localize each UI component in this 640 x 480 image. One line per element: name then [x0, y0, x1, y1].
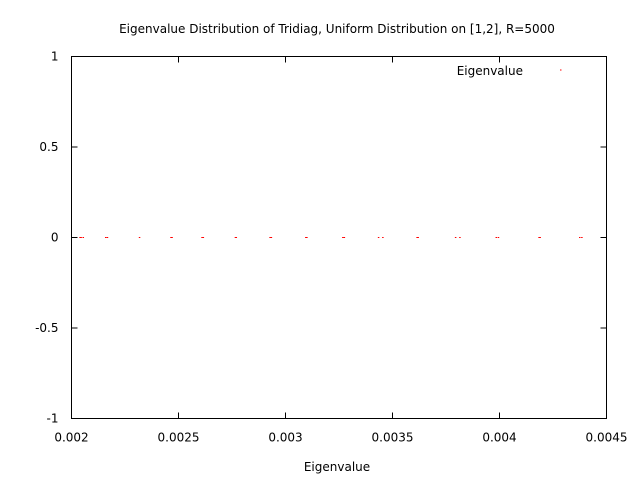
data-point: [171, 237, 173, 238]
data-point: [270, 237, 273, 238]
data-point: [234, 237, 237, 238]
data-point: [581, 237, 583, 238]
data-point: [306, 237, 308, 238]
data-point: [79, 237, 81, 238]
data-point: [170, 237, 172, 238]
data-point: [495, 237, 498, 238]
y-tick-label: -0.5: [35, 321, 58, 335]
x-tick-label: 0.0045: [586, 431, 628, 445]
data-point: [201, 237, 203, 238]
y-tick-label: 1: [51, 50, 59, 64]
data-point: [202, 237, 205, 238]
y-tick-label: 0.5: [39, 140, 58, 154]
x-axis-label: Eigenvalue: [304, 460, 370, 474]
legend-label: Eigenvalue: [457, 64, 523, 78]
data-point: [80, 237, 82, 238]
data-point: [104, 237, 107, 238]
data-point: [416, 237, 418, 238]
data-point: [539, 237, 541, 238]
data-point: [269, 237, 271, 238]
x-tick-label: 0.004: [482, 431, 516, 445]
data-points: [79, 237, 583, 238]
data-point: [377, 237, 380, 238]
data-point: [538, 237, 540, 238]
data-point: [417, 237, 419, 238]
x-tick-label: 0.003: [268, 431, 302, 445]
data-point: [235, 237, 238, 238]
legend: Eigenvalue: [457, 64, 562, 78]
plot-frame: [71, 56, 607, 419]
data-point: [305, 237, 307, 238]
x-tick-label: 0.002: [54, 431, 88, 445]
data-point: [454, 237, 457, 238]
x-tick-label: 0.0025: [158, 431, 200, 445]
y-tick-label: 0: [51, 231, 59, 245]
data-point: [138, 237, 141, 238]
axis-ticks: 0.002 0.0025 0.003 0.0035 0.004 0.0045 1 0.5 0 -0…: [35, 50, 627, 445]
legend-marker: [560, 69, 562, 71]
y-tick-label: -1: [47, 412, 59, 426]
data-point: [459, 237, 461, 238]
data-point: [497, 237, 500, 238]
x-tick-label: 0.0035: [372, 431, 414, 445]
chart-title: Eigenvalue Distribution of Tridiag, Unif…: [119, 22, 555, 36]
data-point: [343, 237, 346, 238]
data-point: [106, 237, 109, 238]
data-point: [342, 237, 344, 238]
data-point: [82, 237, 85, 238]
data-point: [382, 237, 384, 238]
data-point: [579, 237, 581, 238]
